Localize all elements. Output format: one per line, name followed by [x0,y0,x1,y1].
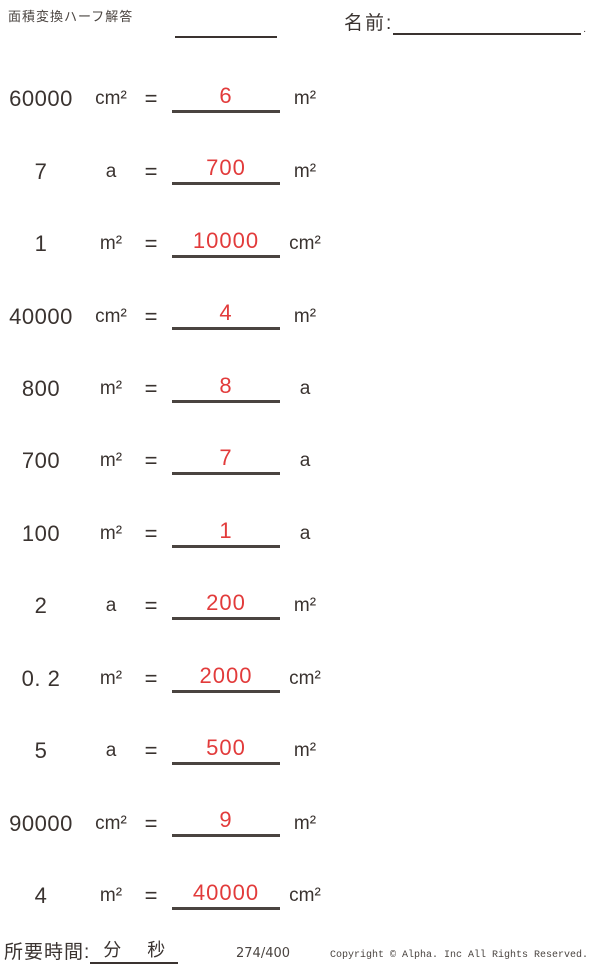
problem-value: 800 [21,375,61,401]
equals-sign: = [144,158,158,184]
problem-row: 90000 cm² = 9 m² [0,787,600,859]
problem-value: 0. 2 [21,665,61,691]
problem-value: 40000 [9,303,73,329]
answer-blank: 500 [172,728,280,765]
result-unit: cm² [289,667,321,689]
answer-text: 700 [206,155,246,181]
problem-value: 5 [34,738,48,764]
problem-unit: m² [99,885,123,907]
problem-value: 700 [21,448,61,474]
problem-value: 7 [34,158,48,184]
answer-blank: 8 [172,366,280,403]
time-blank-line: 分 秒 [90,940,179,964]
problem-row: 700 m² = 7 a [0,425,600,497]
answer-text: 9 [219,807,233,833]
problem-unit: m² [99,522,123,544]
problem-value: 100 [21,520,61,546]
problem-unit: m² [99,377,123,399]
problem-value: 2 [34,593,48,619]
name-blank-line [393,13,582,35]
result-unit: a [299,377,311,399]
result-unit: m² [293,595,317,617]
problem-row: 5 a = 500 m² [0,715,600,787]
problem-unit: m² [99,233,123,255]
answer-blank: 1 [172,511,280,548]
equals-sign: = [144,231,158,257]
problem-row: 60000 cm² = 6 m² [0,63,600,135]
result-unit: a [299,450,311,472]
problem-row: 1 m² = 10000 cm² [0,208,600,280]
answer-blank: 10000 [172,221,280,258]
result-unit: m² [293,740,317,762]
equals-sign: = [144,520,158,546]
answer-text: 6 [219,83,233,108]
header-rule [175,36,277,38]
equals-sign: = [144,86,158,112]
result-unit: m² [293,160,317,182]
result-unit: cm² [289,885,321,907]
equals-sign: = [144,303,158,329]
answer-blank: 9 [172,800,280,838]
problem-value: 60000 [9,86,73,112]
equals-sign: = [144,375,158,401]
problem-value: 90000 [9,810,73,836]
answer-blank: 7 [172,438,280,476]
equals-sign: = [144,448,158,474]
answer-blank: 6 [172,76,280,113]
answer-text: 1 [219,517,233,543]
answer-text: 200 [206,590,246,616]
problem-row: 4 m² = 40000 cm² [0,860,600,932]
seconds-label: 秒 [147,940,166,960]
time-required-label: 所要時間: [4,942,91,963]
name-field: 名前: . [344,8,586,35]
problem-row: 2 a = 200 m² [0,570,600,642]
answer-text: 500 [206,734,246,760]
page-title: 面積変換ハーフ解答 [8,9,134,24]
name-label: 名前: [344,13,394,34]
equals-sign: = [144,810,158,836]
problem-row: 0. 2 m² = 2000 cm² [0,643,600,715]
answer-text: 40000 [192,879,260,905]
result-unit: m² [293,305,317,327]
equals-sign: = [144,665,158,691]
page-indicator: 274/400 [236,946,291,961]
answer-blank: 2000 [172,656,280,693]
result-unit: cm² [289,233,321,255]
equals-sign: = [144,593,158,619]
answer-blank: 200 [172,583,280,621]
answer-text: 2000 [199,662,253,688]
copyright-notice: Copyright © Alpha. Inc All Rights Reserv… [330,950,589,961]
answer-text: 7 [219,445,233,471]
problem-value: 1 [34,231,48,257]
problem-unit: cm² [95,88,127,110]
problem-unit: a [105,740,117,762]
problem-unit: a [105,595,117,617]
problem-unit: cm² [95,812,127,834]
problem-value: 4 [34,883,48,909]
problems-list: 60000 cm² = 6 m² 7 a = 700 m² 1 m² = 100… [0,63,600,932]
time-required-field: 所要時間: 分 秒 [4,937,179,964]
answer-blank: 40000 [172,873,280,910]
problem-row: 100 m² = 1 a [0,498,600,570]
answer-blank: 700 [172,148,280,186]
result-unit: m² [293,88,317,110]
problem-unit: m² [99,667,123,689]
minutes-label: 分 [103,940,122,960]
problem-row: 40000 cm² = 4 m² [0,280,600,352]
problem-unit: cm² [95,305,127,327]
problem-row: 800 m² = 8 a [0,353,600,425]
result-unit: a [299,522,311,544]
result-unit: m² [293,812,317,834]
problem-row: 7 a = 700 m² [0,135,600,207]
answer-text: 10000 [192,227,260,253]
answer-blank: 4 [172,293,280,331]
answer-text: 4 [219,300,233,326]
equals-sign: = [144,738,158,764]
equals-sign: = [144,883,158,909]
answer-text: 8 [219,372,233,398]
problem-unit: a [105,160,117,182]
problem-unit: m² [99,450,123,472]
name-suffix-dot: . [583,24,587,35]
